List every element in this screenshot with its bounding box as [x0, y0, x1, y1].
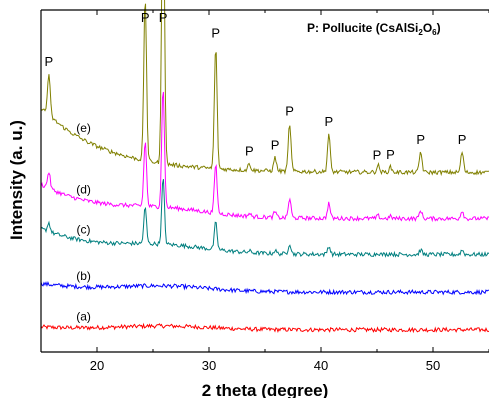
legend-key: P — [307, 21, 315, 35]
peak-marker-6: P — [285, 103, 294, 118]
y-axis-title: Intensity (a. u.) — [7, 120, 26, 240]
plot-frame — [40, 9, 489, 353]
x-tick-label-40: 40 — [314, 358, 328, 373]
series-label-e: (e) — [76, 121, 91, 135]
x-axis-title: 2 theta (degree) — [202, 381, 329, 398]
legend-sub-1: 2 — [418, 28, 423, 37]
peak-marker-8: P — [373, 147, 382, 162]
legend-mid: O — [423, 21, 432, 35]
series-line-a — [40, 322, 489, 334]
series-line-b — [40, 281, 489, 296]
peak-marker-5: P — [271, 137, 280, 152]
peak-marker-2: P — [159, 10, 168, 25]
x-tick-label-50: 50 — [426, 358, 440, 373]
series-label-c: (c) — [77, 223, 91, 237]
peak-marker-7: P — [325, 114, 334, 129]
series-label-a: (a) — [76, 309, 91, 323]
series-label-d: (d) — [76, 183, 91, 197]
x-tick-label-20: 20 — [90, 358, 104, 373]
peak-marker-3: P — [211, 26, 220, 41]
series-line-c — [40, 179, 489, 258]
peak-marker-4: P — [245, 143, 254, 158]
x-axis-ticks: 20 30 40 50 — [40, 10, 489, 373]
legend-close: ) — [437, 21, 441, 35]
series-line-d — [40, 91, 489, 223]
legend-sub-2: 6 — [432, 28, 437, 37]
series-line-e — [40, 0, 489, 177]
peak-marker-9: P — [386, 147, 395, 162]
peak-marker-0: P — [45, 54, 54, 69]
x-tick-label-30: 30 — [202, 358, 216, 373]
series-label-b: (b) — [76, 269, 91, 283]
peak-marker-10: P — [416, 132, 425, 147]
peak-marker-11: P — [458, 132, 467, 147]
legend-text: : Pollucite (CsAlSi — [315, 21, 418, 35]
legend: P: Pollucite (CsAlSi2O6) — [307, 21, 441, 37]
series-layer: (a) (b) (c) (d) (e) — [40, 0, 489, 334]
peak-marker-1: P — [141, 10, 150, 25]
